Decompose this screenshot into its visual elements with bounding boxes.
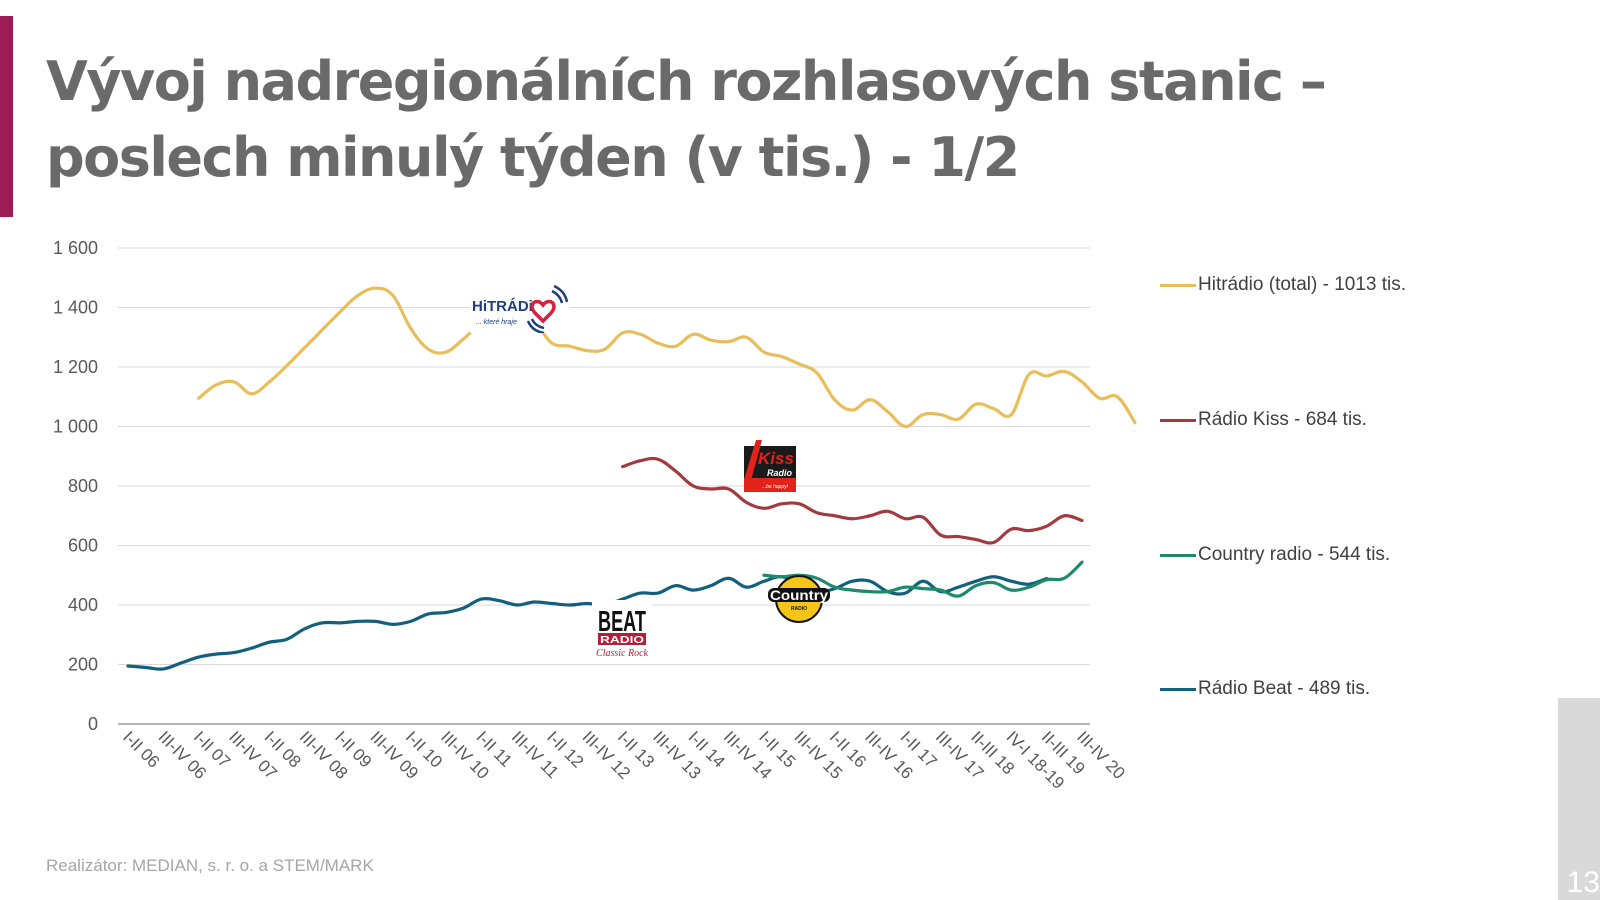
y-tick-label: 0 <box>88 714 98 734</box>
page-title: Vývoj nadregionálních rozhlasových stani… <box>46 44 1327 196</box>
kiss-logo-name: Kiss <box>758 449 794 468</box>
country-logo-name: Country <box>770 587 828 603</box>
title-line-1: Vývoj nadregionálních rozhlasových stani… <box>46 50 1327 113</box>
page-number-box: 13 <box>1558 698 1600 900</box>
hitradio-logo-tagline: ... které hraje <box>476 319 517 326</box>
beat-logo-sub: RADIO <box>600 635 644 646</box>
legend-item-hitradio: Hitrádio (total) - 1013 tis. <box>1160 270 1406 300</box>
accent-bar <box>0 16 13 217</box>
legend-label: Hitrádio (total) - 1013 tis. <box>1198 274 1407 295</box>
legend-swatch <box>1160 687 1196 691</box>
hitradio-logo-name: HiTRÁDi <box>472 298 533 315</box>
legend-label: Rádio Kiss - 684 tis. <box>1198 409 1367 430</box>
y-tick-label: 1 200 <box>53 357 98 377</box>
beat-radio-logo: BEAT RADIO Classic Rock <box>592 600 652 660</box>
y-tick-label: 800 <box>68 476 98 496</box>
series-line <box>197 286 1137 429</box>
y-axis-ticks: 0 200 400 600 800 1 000 1 200 1 400 1 600 <box>53 238 98 734</box>
hitradio-logo: HiTRÁDi ... které hraje <box>470 283 570 335</box>
legend-swatch <box>1160 283 1196 287</box>
page-number: 13 <box>1566 866 1600 899</box>
legend-item-beat: Rádio Beat - 489 tis. <box>1160 674 1370 704</box>
legend-item-kiss: Rádio Kiss - 684 tis. <box>1160 405 1367 435</box>
heart-icon <box>530 299 556 324</box>
kiss-logo-tagline: ...be happy! <box>762 484 789 490</box>
x-tick-label: I-II 06 <box>119 727 163 771</box>
y-tick-label: 200 <box>68 655 98 675</box>
kiss-logo-sub: Radio <box>767 468 793 478</box>
y-tick-label: 1 000 <box>53 417 98 437</box>
y-tick-label: 1 600 <box>53 238 98 258</box>
chart-series <box>126 286 1137 671</box>
series-line <box>126 575 1049 671</box>
country-logo-sub: RADIO <box>791 606 807 612</box>
legend-label: Rádio Beat - 489 tis. <box>1198 678 1371 699</box>
beat-logo-name: BEAT <box>598 605 646 637</box>
legend-item-country: Country radio - 544 tis. <box>1160 540 1390 570</box>
series-line <box>762 560 1084 598</box>
beat-logo-tagline: Classic Rock <box>596 648 648 659</box>
series-line <box>621 456 1084 545</box>
country-radio-logo: Country RADIO <box>767 574 831 624</box>
footer-source: Realizátor: MEDIAN, s. r. o. a STEM/MARK <box>46 856 374 875</box>
y-tick-label: 1 400 <box>53 298 98 318</box>
kiss-radio-logo: Kiss Radio ...be happy! <box>742 440 798 494</box>
legend-swatch <box>1160 418 1196 422</box>
y-tick-label: 400 <box>68 595 98 615</box>
legend-swatch <box>1160 553 1196 557</box>
legend-label: Country radio - 544 tis. <box>1198 544 1391 565</box>
x-tick-label: III-IV 20 <box>1073 727 1129 783</box>
title-line-2: poslech minulý týden (v tis.) - 1/2 <box>46 126 1020 189</box>
y-tick-label: 600 <box>68 536 98 556</box>
